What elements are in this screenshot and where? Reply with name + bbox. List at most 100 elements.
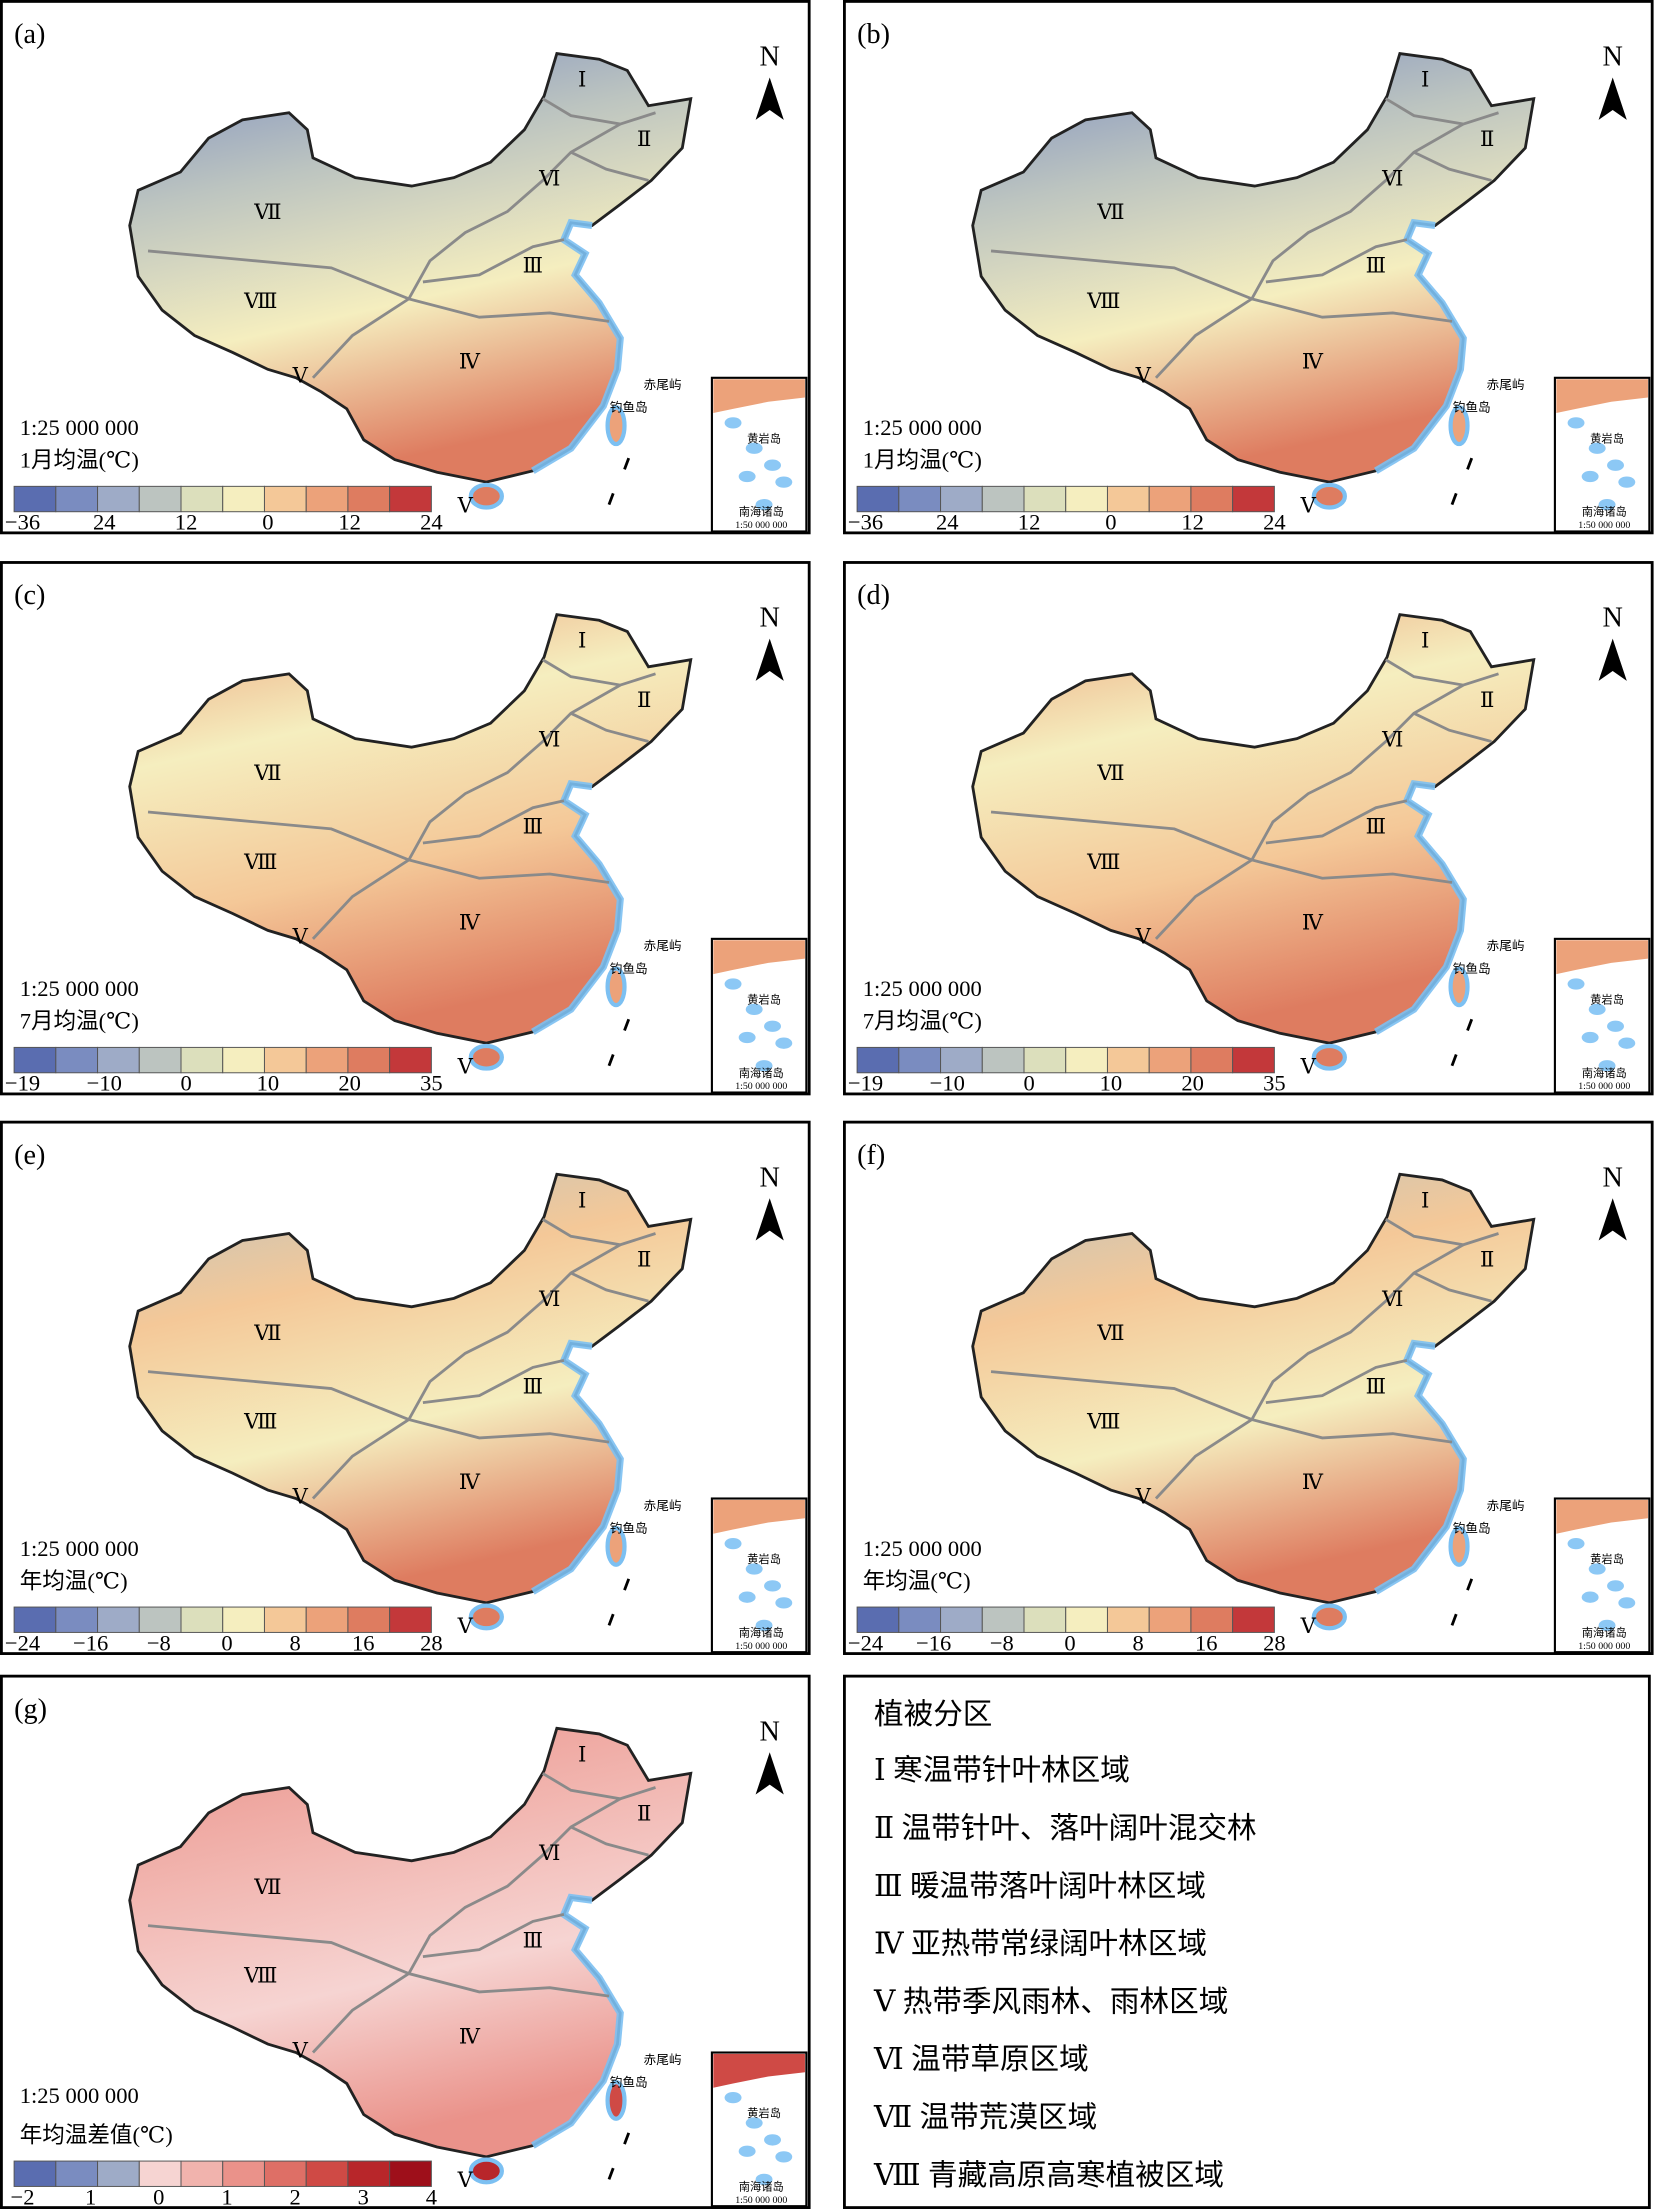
colorbar-bin xyxy=(305,1606,349,1633)
region-label: Ⅴ xyxy=(457,493,474,517)
region-label: Ⅵ xyxy=(1381,1287,1403,1311)
inset-label: 南海诸岛 xyxy=(1582,1625,1627,1639)
colorbar-bin xyxy=(981,1046,1025,1074)
region-label: Ⅲ xyxy=(1366,254,1386,278)
panel-label: (d) xyxy=(857,580,890,611)
colorbar-bin xyxy=(180,1046,224,1074)
colorbar-label: −36 xyxy=(848,510,883,535)
island-dash xyxy=(607,457,631,506)
inset-land xyxy=(713,1499,805,1534)
island-label: 赤尾屿 xyxy=(1487,378,1525,392)
colorbar-bin xyxy=(389,1606,432,1633)
region-label: Ⅷ xyxy=(1086,850,1120,874)
inset-island xyxy=(1588,1563,1606,1575)
colorbar-label: −10 xyxy=(87,1071,122,1096)
inset-island xyxy=(738,1591,756,1603)
inset-island xyxy=(1598,1060,1616,1072)
legend-item: Ⅵ 温带草原区域 xyxy=(873,2043,1089,2076)
island-label: 赤尾屿 xyxy=(644,2053,682,2067)
map-scale: 1:25 000 000 xyxy=(20,976,139,1001)
taiwan-island xyxy=(605,1526,627,1567)
inset-island xyxy=(1618,1597,1636,1609)
north-arrow xyxy=(755,1752,784,1795)
colorbar-label: 12 xyxy=(1018,510,1041,535)
inset-island xyxy=(1581,1591,1599,1603)
region-label: Ⅴ xyxy=(292,1484,309,1508)
north-label: N xyxy=(1603,42,1623,73)
coastline xyxy=(1374,1339,1467,1595)
colorbar-label: 12 xyxy=(1181,510,1204,535)
inset-island xyxy=(775,1597,793,1609)
island-dash xyxy=(1450,1578,1474,1626)
colorbar-label: −2 xyxy=(11,2184,35,2209)
region-label: Ⅲ xyxy=(523,254,543,278)
colorbar-bin xyxy=(940,1606,983,1633)
inset-island xyxy=(764,459,781,471)
region-label: Ⅱ xyxy=(637,127,651,151)
colorbar-bin xyxy=(55,485,99,513)
region-label: Ⅶ xyxy=(253,1321,281,1345)
colorbar-label: 0 xyxy=(153,2184,164,2209)
panel-frame xyxy=(843,1674,1651,2209)
region-boundary xyxy=(990,249,1253,301)
inset-label: 1:50 000 000 xyxy=(735,2195,787,2206)
inset-island xyxy=(764,1020,781,1032)
colorbar-label: −36 xyxy=(5,510,40,535)
region-label: Ⅵ xyxy=(1381,166,1403,190)
colorbar-bin xyxy=(1023,1606,1067,1633)
region-label: Ⅵ xyxy=(1381,727,1403,751)
region-label: Ⅷ xyxy=(1086,289,1120,313)
inset-island xyxy=(745,442,763,454)
coastline xyxy=(1374,218,1467,474)
colorbar-bin xyxy=(222,1046,265,1074)
china-map xyxy=(128,1726,693,2159)
legend-title: 年均温差值(℃) xyxy=(20,2122,173,2147)
north-label: N xyxy=(760,603,780,634)
region-label: Ⅰ xyxy=(578,1742,586,1766)
colorbar-bin xyxy=(1232,485,1275,513)
region-label: Ⅰ xyxy=(578,68,586,92)
island-dash xyxy=(1450,1018,1474,1067)
colorbar-label: 35 xyxy=(1263,1071,1286,1096)
china-map xyxy=(128,613,693,1045)
north-label: N xyxy=(760,1716,780,1747)
colorbar-bin xyxy=(981,1606,1025,1633)
map-scale: 1:25 000 000 xyxy=(20,2083,139,2108)
island-label: 钓鱼岛 xyxy=(610,400,648,415)
colorbar-bin xyxy=(97,485,140,513)
colorbar-label: 16 xyxy=(352,1630,375,1655)
colorbar-label: 0 xyxy=(221,1630,232,1655)
region-boundary xyxy=(1413,150,1492,182)
region-label: Ⅳ xyxy=(459,911,481,935)
colorbar-bin xyxy=(1065,485,1108,513)
colorbar-bin xyxy=(263,1046,307,1074)
region-boundary xyxy=(1413,1271,1492,1303)
legend-item: Ⅶ 温带荒漠区域 xyxy=(873,2101,1097,2134)
colorbar-bin xyxy=(97,2160,140,2187)
region-label: Ⅳ xyxy=(459,1470,481,1494)
china-map xyxy=(971,613,1536,1045)
region-label: Ⅴ xyxy=(1300,1054,1317,1078)
inset-island xyxy=(1567,978,1585,990)
inset-island xyxy=(745,2117,763,2129)
island-label: 钓鱼岛 xyxy=(610,961,648,976)
inset-island xyxy=(755,1619,773,1632)
region-label: Ⅶ xyxy=(253,1875,281,1899)
island-dash xyxy=(1450,457,1474,506)
colorbar-bin xyxy=(347,2160,391,2187)
region-label: Ⅷ xyxy=(1086,1410,1120,1434)
legend-item: Ⅱ 温带针叶、落叶阔叶混交林 xyxy=(874,1812,1257,1845)
inset-label: 黄岩岛 xyxy=(1590,431,1624,445)
colorbar-bin xyxy=(389,2160,432,2187)
colorbar-bin xyxy=(347,1606,391,1633)
coastline xyxy=(531,779,624,1035)
colorbar-bin xyxy=(1065,1046,1108,1074)
map-scale: 1:25 000 000 xyxy=(863,976,982,1001)
map-scale: 1:25 000 000 xyxy=(20,1536,139,1561)
region-label: Ⅳ xyxy=(1302,911,1324,935)
inset-island xyxy=(738,470,756,483)
colorbar-label: 12 xyxy=(338,510,361,535)
inset-island xyxy=(775,1037,793,1049)
colorbar-label: 35 xyxy=(420,1071,443,1096)
